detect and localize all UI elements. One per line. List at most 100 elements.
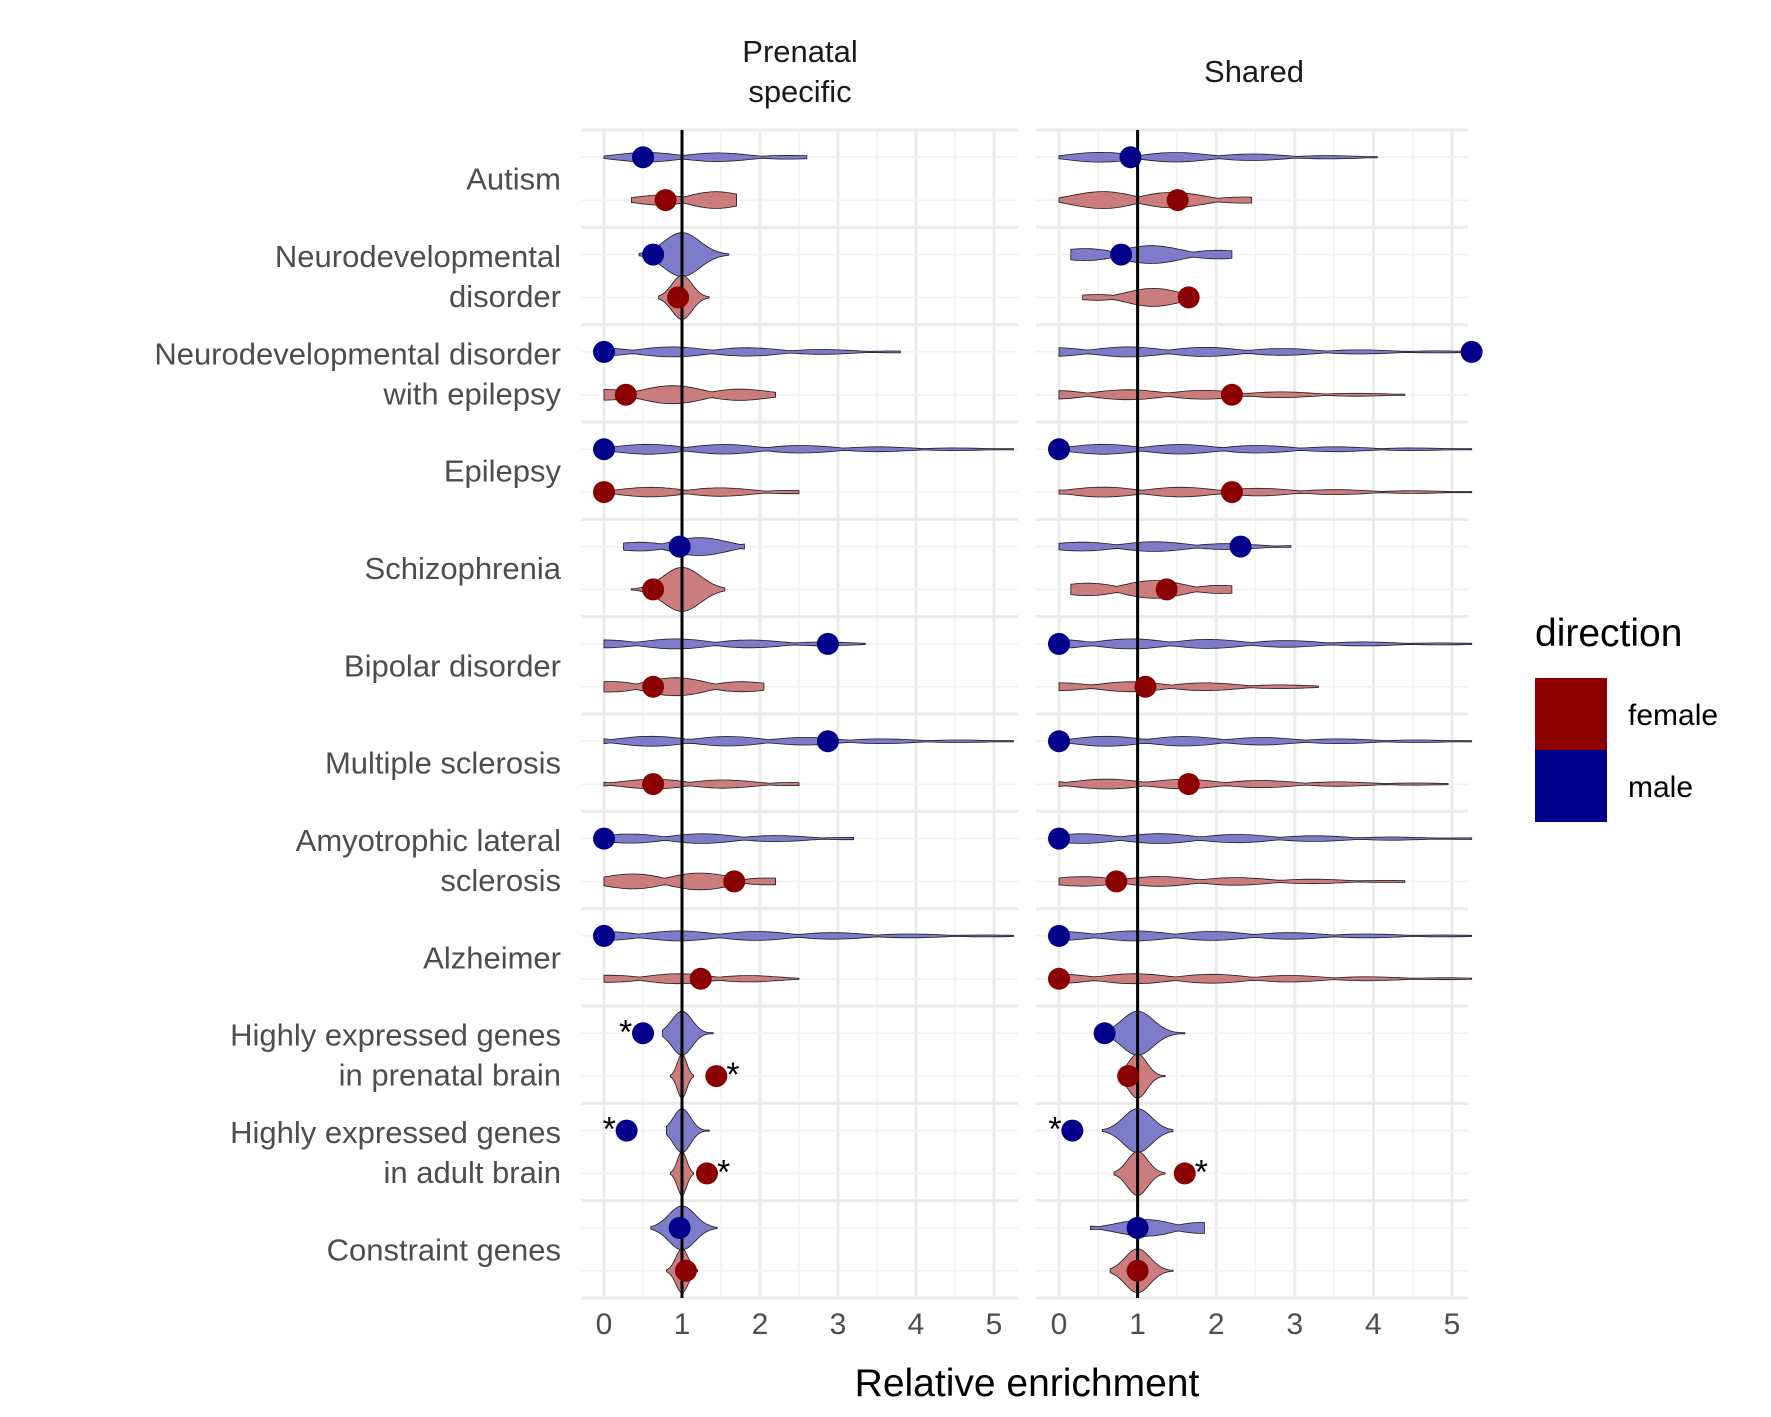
point-male-autism xyxy=(1119,146,1142,169)
x-axis-title: Relative enrichment xyxy=(855,1362,1200,1405)
point-male-neurodevelopmental-disorder xyxy=(642,243,665,266)
x-tick-label: 2 xyxy=(1208,1308,1225,1341)
point-female-amyotrophic-lateral-sclerosis xyxy=(723,870,746,893)
strip-label-shared: Shared xyxy=(1204,54,1304,89)
point-male-amyotrophic-lateral-sclerosis xyxy=(1048,827,1070,850)
violin-male-neurodevelopmental-disorder-with-epilepsy xyxy=(1058,346,1473,358)
point-female-neurodevelopmental-disorder xyxy=(1177,286,1200,309)
violin-female-highly-expressed-genes-in-adult-brain xyxy=(1113,1150,1166,1196)
violin-female-schizophrenia xyxy=(1070,580,1233,599)
y-label-alzheimer: Alzheimer xyxy=(423,940,561,975)
point-female-schizophrenia xyxy=(1155,578,1178,601)
y-label-neurodevelopmental-disorder-with-epilepsy: Neurodevelopmental disorder with epilepsy xyxy=(154,336,561,411)
x-tick-label: 0 xyxy=(596,1308,613,1341)
point-female-highly-expressed-genes-in-prenatal-brain xyxy=(705,1065,728,1088)
point-male-autism xyxy=(632,146,654,169)
violin-female-amyotrophic-lateral-sclerosis xyxy=(1058,876,1406,887)
y-axis-labels: Autism Neurodevelopmental disorder Neurodev… xyxy=(154,162,561,1268)
violin-male-alzheimer xyxy=(603,930,1014,942)
x-tick-label: 3 xyxy=(1286,1308,1303,1341)
point-female-bipolar-disorder xyxy=(642,675,665,698)
point-female-highly-expressed-genes-in-prenatal-brain xyxy=(1117,1065,1140,1088)
point-female-alzheimer xyxy=(689,967,712,990)
violin-male-neurodevelopmental-disorder-with-epilepsy xyxy=(603,346,901,358)
point-male-amyotrophic-lateral-sclerosis xyxy=(593,827,615,850)
y-label-amyotrophic-lateral-sclerosis: Amyotrophic lateral sclerosis xyxy=(296,823,561,898)
point-female-autism xyxy=(1166,189,1189,212)
violin-male-highly-expressed-genes-in-prenatal-brain xyxy=(1105,1010,1186,1056)
violin-male-autism xyxy=(603,152,808,163)
violin-female-bipolar-disorder xyxy=(603,677,765,697)
y-label-constraint-genes: Constraint genes xyxy=(327,1232,561,1267)
point-female-alzheimer xyxy=(1048,967,1070,990)
y-label-highly-expressed-genes-in-adult-brain: Highly expressed genes in adult brain xyxy=(230,1115,561,1190)
violin-male-epilepsy xyxy=(1058,443,1473,455)
x-tick-label: 4 xyxy=(908,1308,925,1341)
point-female-multiple-sclerosis xyxy=(642,773,665,796)
point-female-neurodevelopmental-disorder-with-epilepsy xyxy=(614,383,637,406)
y-label-schizophrenia: Schizophrenia xyxy=(365,551,562,586)
violin-male-highly-expressed-genes-in-adult-brain xyxy=(666,1108,710,1154)
point-male-alzheimer xyxy=(1048,924,1070,947)
panel-prenatal-specific: * * * * 0 1 2 3 4 5 xyxy=(581,128,1018,1341)
significance-star: * xyxy=(717,1153,730,1191)
violin-male-amyotrophic-lateral-sclerosis xyxy=(1058,833,1473,844)
point-female-amyotrophic-lateral-sclerosis xyxy=(1105,870,1128,893)
y-label-neurodevelopmental-disorder: Neurodevelopmental disorder xyxy=(275,239,561,314)
point-male-epilepsy xyxy=(1048,438,1070,461)
legend-title: direction xyxy=(1535,612,1682,655)
point-female-constraint-genes xyxy=(674,1259,697,1282)
x-tick-label: 2 xyxy=(752,1308,769,1341)
violin-male-autism xyxy=(1058,151,1378,163)
point-female-constraint-genes xyxy=(1126,1259,1149,1282)
violin-male-alzheimer xyxy=(1058,930,1473,942)
violin-female-autism xyxy=(630,191,737,209)
y-label-highly-expressed-genes-in-prenatal-brain: Highly expressed genes in prenatal brain xyxy=(230,1018,561,1093)
panel-shared: * * 0 1 2 3 4 5 xyxy=(1036,128,1483,1341)
x-tick-label: 1 xyxy=(674,1308,691,1341)
point-female-bipolar-disorder xyxy=(1134,675,1157,698)
violin-male-highly-expressed-genes-in-prenatal-brain xyxy=(662,1010,714,1056)
violin-female-multiple-sclerosis xyxy=(603,778,800,790)
point-male-multiple-sclerosis xyxy=(816,730,839,753)
point-female-epilepsy xyxy=(1220,481,1243,504)
point-female-neurodevelopmental-disorder-with-epilepsy xyxy=(1220,383,1243,406)
point-female-highly-expressed-genes-in-adult-brain xyxy=(695,1162,718,1185)
point-female-multiple-sclerosis xyxy=(1177,773,1200,796)
strip-label-prenatal-line1: Prenatal xyxy=(742,34,857,69)
point-male-schizophrenia xyxy=(1229,535,1252,558)
x-tick-label: 1 xyxy=(1129,1308,1146,1341)
violin-female-highly-expressed-genes-in-prenatal-brain xyxy=(1117,1053,1166,1099)
strip-label-prenatal-line2: specific xyxy=(748,74,851,109)
point-male-neurodevelopmental-disorder xyxy=(1110,243,1133,266)
y-label-multiple-sclerosis: Multiple sclerosis xyxy=(325,746,561,781)
point-male-alzheimer xyxy=(593,924,615,947)
point-female-epilepsy xyxy=(593,481,615,504)
violin-male-multiple-sclerosis xyxy=(1058,735,1473,747)
violin-male-neurodevelopmental-disorder xyxy=(1070,245,1233,264)
violin-male-multiple-sclerosis xyxy=(603,735,1014,747)
point-male-highly-expressed-genes-in-adult-brain xyxy=(615,1119,638,1142)
violin-male-neurodevelopmental-disorder xyxy=(638,232,730,278)
violin-female-amyotrophic-lateral-sclerosis xyxy=(603,872,776,891)
significance-star: * xyxy=(726,1056,739,1094)
significance-star: * xyxy=(1195,1153,1208,1191)
point-male-constraint-genes xyxy=(1126,1216,1149,1239)
point-male-multiple-sclerosis xyxy=(1048,730,1070,753)
legend-label-female: female xyxy=(1628,699,1718,732)
point-male-schizophrenia xyxy=(668,535,691,558)
violin-male-amyotrophic-lateral-sclerosis xyxy=(603,833,854,844)
violin-female-autism xyxy=(1058,191,1252,209)
point-male-neurodevelopmental-disorder-with-epilepsy xyxy=(1460,340,1483,363)
y-label-autism: Autism xyxy=(466,162,561,197)
significance-star: * xyxy=(619,1013,632,1051)
x-tick-label: 3 xyxy=(830,1308,847,1341)
point-male-constraint-genes xyxy=(668,1216,691,1239)
point-male-neurodevelopmental-disorder-with-epilepsy xyxy=(593,340,615,363)
x-tick-label: 5 xyxy=(1444,1308,1461,1341)
point-female-neurodevelopmental-disorder xyxy=(667,286,690,309)
point-female-autism xyxy=(654,189,677,212)
point-female-schizophrenia xyxy=(642,578,665,601)
x-tick-label: 0 xyxy=(1051,1308,1068,1341)
